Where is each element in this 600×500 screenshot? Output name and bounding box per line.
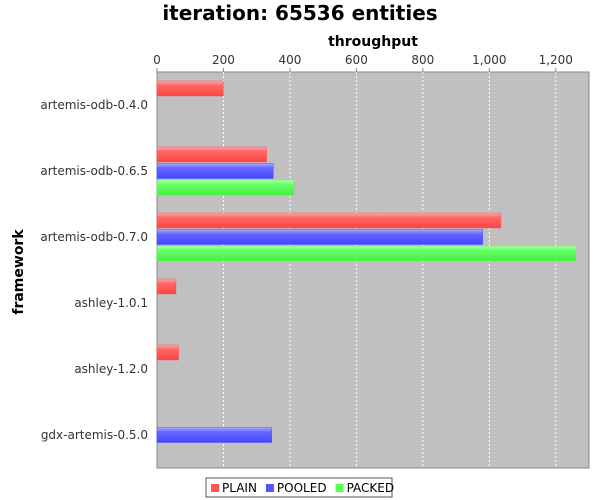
legend-swatch-plain (211, 484, 219, 492)
legend: PLAIN POOLED PACKED (205, 477, 395, 498)
x-tick-label: 400 (278, 53, 301, 67)
x-axis-title: throughput (328, 34, 418, 50)
x-axis: 0 200 400 600 800 1,000 1,200 (153, 53, 573, 72)
bar-plain (156, 212, 502, 229)
bar-pooled (156, 427, 272, 443)
legend-swatch-packed (335, 484, 344, 492)
y-axis: artemis-odb-0.4.0 artemis-odb-0.6.5 artemi… (40, 98, 148, 442)
y-tick-label: ashley-1.0.1 (74, 296, 148, 310)
x-tick-label: 800 (411, 53, 434, 67)
bar-pooled (156, 163, 274, 179)
y-axis-title: framework (11, 229, 27, 315)
chart-title: iteration: 65536 entities (162, 1, 437, 25)
x-tick-label: 1,000 (472, 53, 506, 67)
plot-area (156, 71, 590, 469)
y-tick-label: artemis-odb-0.6.5 (40, 164, 148, 178)
legend-label-pooled: POOLED (277, 481, 327, 495)
bar-packed (156, 245, 576, 262)
bar-packed (156, 179, 295, 196)
legend-box (205, 477, 393, 498)
y-tick-label: ashley-1.2.0 (74, 362, 148, 376)
x-tick-label: 1,200 (539, 53, 573, 67)
x-tick-label: 0 (153, 53, 161, 67)
grid-lines (222, 72, 557, 468)
bars (156, 80, 576, 443)
legend-label-packed: PACKED (347, 481, 395, 495)
y-tick-label: gdx-artemis-0.5.0 (41, 428, 148, 442)
bar-plain (156, 146, 267, 163)
legend-swatch-pooled (265, 484, 274, 492)
legend-label-plain: PLAIN (222, 481, 257, 495)
y-tick-label: artemis-odb-0.4.0 (40, 98, 148, 112)
x-tick-label: 600 (345, 53, 368, 67)
y-tick-label: artemis-odb-0.7.0 (40, 230, 148, 244)
x-tick-label: 200 (212, 53, 235, 67)
bar-plain (156, 80, 224, 97)
bar-plain (156, 344, 179, 361)
bar-plain (156, 278, 177, 295)
bar-pooled (156, 229, 483, 245)
